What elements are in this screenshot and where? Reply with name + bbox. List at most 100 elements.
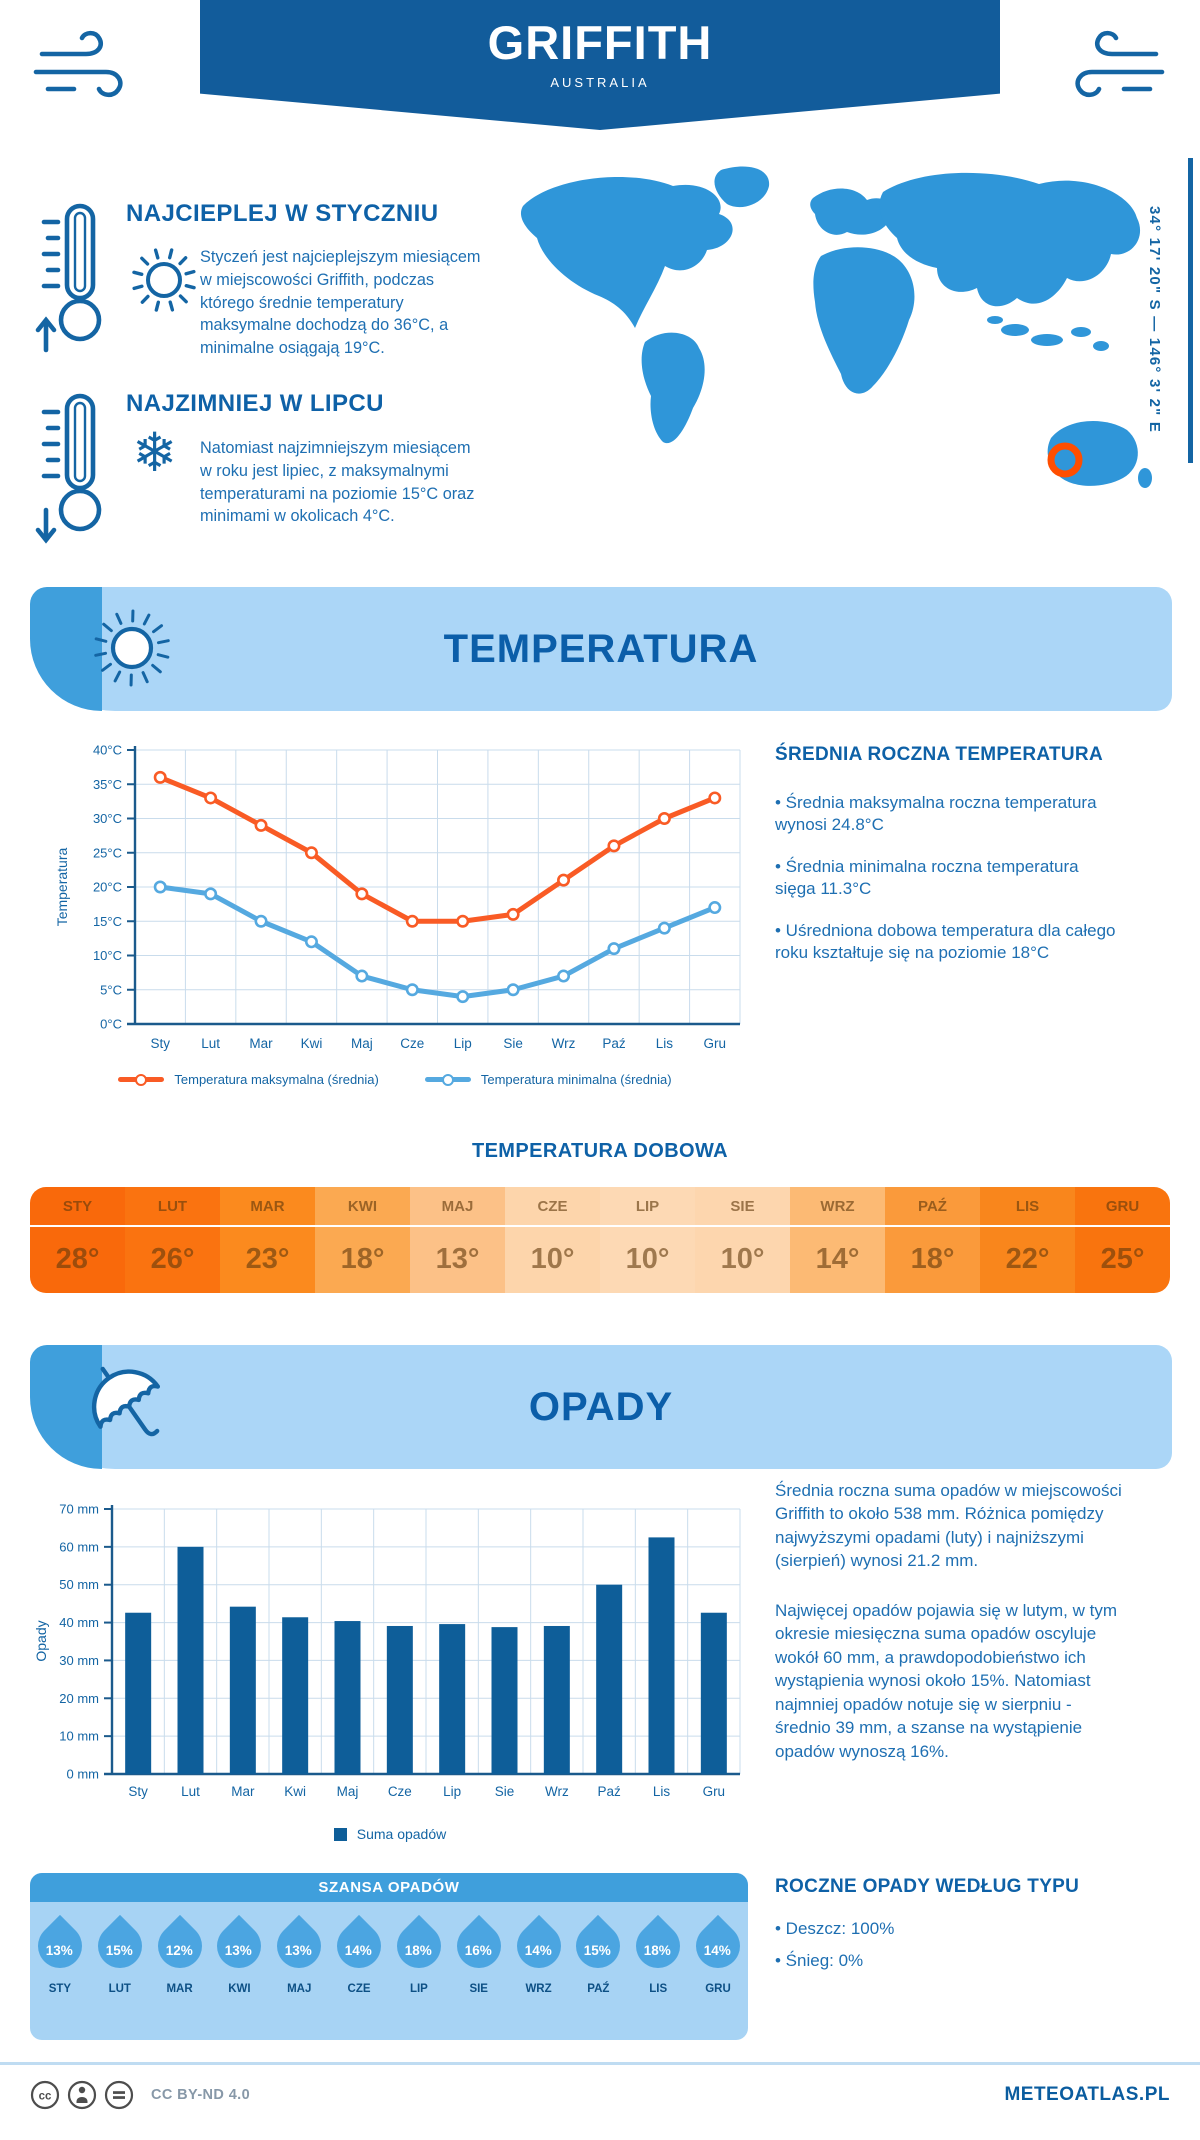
daily-temp-month: STY: [30, 1187, 125, 1227]
svg-text:Sie: Sie: [495, 1784, 515, 1799]
no-derivatives-icon: [104, 2080, 134, 2110]
right-divider: [1188, 158, 1193, 463]
rain-chance-month: SIE: [469, 1983, 488, 1995]
precipitation-bar: [386, 1625, 413, 1774]
rain-chance-month: LIP: [409, 1983, 428, 1995]
svg-text:Kwi: Kwi: [301, 1036, 323, 1051]
rain-chance-item: 14% GRU: [686, 1914, 750, 1995]
world-map: [520, 166, 1152, 488]
svg-text:Maj: Maj: [351, 1036, 373, 1051]
warmest-title: NAJCIEPLEJ W STYCZNIU: [126, 200, 439, 227]
legend-item: Suma opadów: [333, 1826, 446, 1842]
precipitation-paragraph: Najwięcej opadów pojawia się w lutym, w …: [775, 1600, 1118, 1761]
thermometer-up-icon: [35, 203, 102, 353]
daily-temp-month: PAŹ: [885, 1187, 980, 1227]
precipitation-type-bullet: • Śnieg: 0%: [775, 1951, 864, 1971]
svg-text:Lis: Lis: [653, 1784, 671, 1799]
daily-temp-value: 10°: [530, 1243, 575, 1275]
precipitation-bar: [229, 1606, 256, 1774]
raindrop-icon: 14%: [507, 1914, 570, 1978]
svg-text:25°C: 25°C: [93, 845, 122, 860]
svg-text:30°C: 30°C: [93, 811, 122, 826]
svg-text:Sty: Sty: [150, 1036, 170, 1051]
daily-temp-month: MAR: [220, 1187, 315, 1227]
rain-chance-item: 14% WRZ: [507, 1914, 570, 1995]
daily-temp-month: LUT: [125, 1187, 220, 1227]
header-banner: GRIFFITH AUSTRALIA: [200, 0, 1000, 130]
svg-text:50 mm: 50 mm: [59, 1577, 99, 1592]
daily-temp-month: GRU: [1075, 1187, 1170, 1227]
precipitation-bar: [282, 1617, 309, 1774]
precipitation-bar: [439, 1624, 466, 1774]
sun-banner-icon: [94, 609, 170, 687]
daily-temp-value: 10°: [720, 1243, 765, 1275]
rain-chance-month: WRZ: [525, 1983, 552, 1995]
temperature-chart: 0°C 5°C 10°C 15°C 20°C 25°C 30°C 35°C 40°C Temper…: [54, 743, 741, 1051]
svg-text:Lut: Lut: [201, 1036, 220, 1051]
daily-temp-month: KWI: [315, 1187, 410, 1227]
svg-text:Gru: Gru: [703, 1784, 726, 1799]
warmest-text: Styczeń jest najcieplejszym miesiącem w …: [200, 248, 481, 358]
precipitation-chance-title: SZANSA OPADÓW: [30, 1873, 748, 1902]
svg-text:30 mm: 30 mm: [59, 1653, 99, 1668]
svg-text:60 mm: 60 mm: [59, 1539, 99, 1554]
svg-text:Sty: Sty: [128, 1784, 148, 1799]
wind-icon-left: [33, 30, 123, 98]
rain-chance-item: 13% KWI: [208, 1914, 271, 1995]
svg-text:20°C: 20°C: [93, 880, 122, 895]
legend-item: Temperatura minimalna (średnia): [424, 1072, 672, 1087]
raindrop-icon: 18%: [627, 1914, 690, 1978]
coldest-title: NAJZIMNIEJ W LIPCU: [126, 390, 384, 417]
daily-temp-cell: MAR 23°: [220, 1187, 315, 1293]
svg-text:cc: cc: [39, 2091, 52, 2103]
raindrop-icon: 15%: [88, 1914, 151, 1978]
svg-text:Cze: Cze: [400, 1036, 424, 1051]
daily-temp-cell: WRZ 14°: [790, 1187, 885, 1293]
thermometer-down-icon: [35, 393, 102, 544]
svg-text:70 mm: 70 mm: [59, 1502, 99, 1517]
svg-text:10°C: 10°C: [93, 948, 122, 963]
daily-temp-month: MAJ: [410, 1187, 505, 1227]
precipitation-bar: [596, 1584, 623, 1774]
daily-temperature-table: STY 28° LUT 26° MAR 23° KWI 18° MAJ 13° CZE 10° LIP 1…: [30, 1187, 1170, 1293]
svg-text:0 mm: 0 mm: [67, 1767, 100, 1782]
precipitation-chart: 0 mm 10 mm 20 mm 30 mm 40 mm 50 mm 60 mm 70 mm O…: [33, 1502, 741, 1799]
daily-temp-month: SIE: [695, 1187, 790, 1227]
daily-temp-value: 18°: [340, 1243, 385, 1275]
rain-chance-month: KWI: [228, 1983, 251, 1995]
rain-chance-month: MAJ: [287, 1983, 312, 1995]
precipitation-bar: [125, 1612, 152, 1774]
svg-text:Kwi: Kwi: [284, 1784, 306, 1799]
svg-text:Mar: Mar: [231, 1784, 255, 1799]
page-title: GRIFFITH: [487, 16, 713, 69]
coldest-text: Natomiast najzimniejszym miesiącem w rok…: [200, 439, 475, 526]
daily-temp-month: LIS: [980, 1187, 1075, 1227]
precipitation-bar: [700, 1612, 727, 1774]
precipitation-bar: [334, 1621, 361, 1774]
raindrop-icon: 16%: [447, 1914, 510, 1978]
daily-temp-cell: SIE 10°: [695, 1187, 790, 1293]
raindrop-icon: 15%: [567, 1914, 630, 1978]
raindrop-icon: 14%: [327, 1914, 391, 1978]
rain-chance-month: STY: [48, 1983, 72, 1995]
sun-icon: [132, 248, 196, 312]
brand-label: METEOATLAS.PL: [1004, 2084, 1170, 2105]
daily-temp-month: WRZ: [790, 1187, 885, 1227]
daily-temp-cell: STY 28°: [30, 1187, 125, 1293]
precipitation-type: ROCZNE OPADY WEDŁUG TYPU • Deszcz: 100% …: [775, 1876, 1123, 1992]
daily-temp-value: 26°: [150, 1243, 195, 1275]
svg-text:Paź: Paź: [602, 1036, 626, 1051]
rain-chance-month: LUT: [108, 1983, 131, 1995]
daily-temp-cell: CZE 10°: [505, 1187, 600, 1293]
temperature-bullet: • Średnia minimalna roczna temperatura s…: [775, 857, 1079, 899]
svg-text:Lut: Lut: [181, 1784, 200, 1799]
svg-text:20 mm: 20 mm: [59, 1691, 99, 1706]
svg-text:Wrz: Wrz: [545, 1784, 569, 1799]
svg-text:Mar: Mar: [249, 1036, 273, 1051]
coordinates-label: 34° 17' 20" S — 146° 3' 2" E: [1146, 206, 1163, 434]
rain-chance-month: LIS: [649, 1983, 668, 1995]
attribution-icon: [67, 2080, 97, 2110]
svg-text:5°C: 5°C: [100, 982, 122, 997]
rain-chance-item: 15% PAŹ: [567, 1914, 630, 1995]
